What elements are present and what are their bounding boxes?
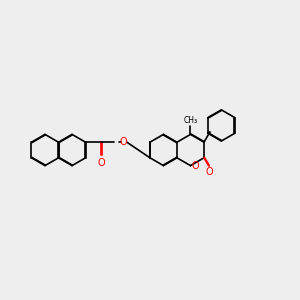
Text: O: O: [97, 158, 105, 168]
Text: O: O: [206, 167, 213, 177]
Text: CH₃: CH₃: [183, 116, 198, 124]
Text: O: O: [192, 160, 200, 171]
Text: O: O: [119, 137, 127, 147]
